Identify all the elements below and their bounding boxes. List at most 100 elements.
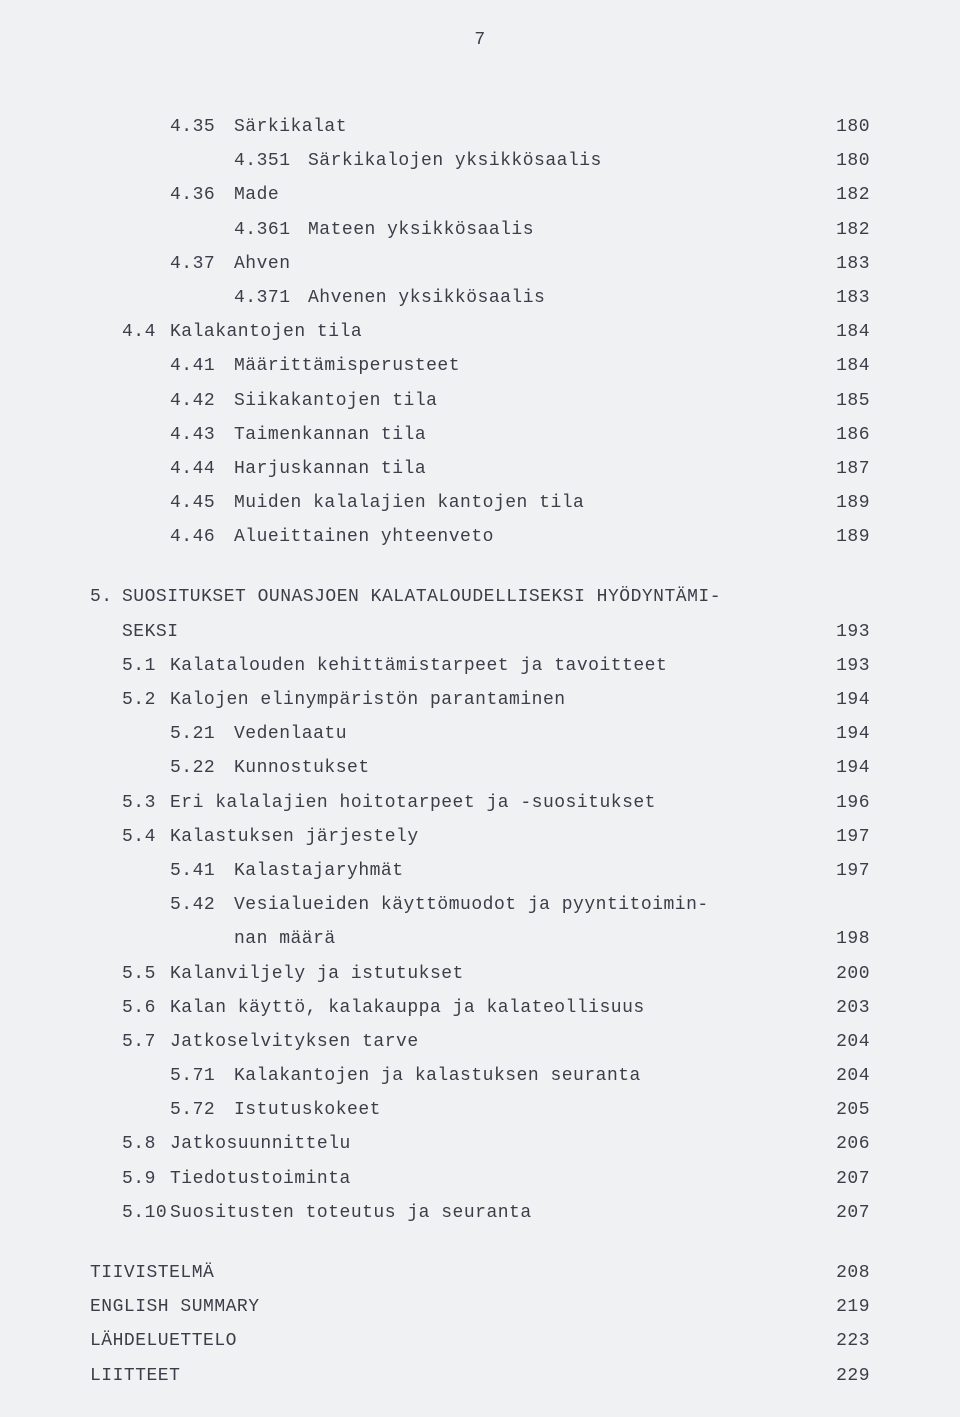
toc-page: 194 [820, 683, 870, 717]
toc-title: SEKSI [122, 615, 820, 649]
toc-row: 5.SUOSITUKSET OUNASJOEN KALATALOUDELLISE… [90, 580, 870, 614]
toc-section-num: 5.3 [122, 786, 170, 820]
toc-title: Taimenkannan tila [234, 418, 820, 452]
toc-title: SUOSITUKSET OUNASJOEN KALATALOUDELLISEKS… [122, 580, 820, 614]
toc-row: 5.21Vedenlaatu194 [90, 717, 870, 751]
toc-page: 229 [820, 1359, 870, 1393]
toc-page: 183 [820, 281, 870, 315]
toc-page: 203 [820, 991, 870, 1025]
toc-row: 5.10Suositusten toteutus ja seuranta207 [90, 1196, 870, 1230]
toc-row: 4.43Taimenkannan tila186 [90, 418, 870, 452]
toc-row: 4.46Alueittainen yhteenveto189 [90, 520, 870, 554]
toc-title: nan määrä [234, 922, 820, 956]
toc-title: Muiden kalalajien kantojen tila [234, 486, 820, 520]
toc-subsubsection-num: 4.371 [234, 281, 308, 315]
toc-page: 184 [820, 349, 870, 383]
table-of-contents: 4.35Särkikalat1804.351Särkikalojen yksik… [90, 110, 870, 1393]
toc-row: 4.4Kalakantojen tila184 [90, 315, 870, 349]
toc-row: 4.361Mateen yksikkösaalis182 [90, 213, 870, 247]
toc-title: Särkikalat [234, 110, 820, 144]
toc-row: 4.36Made182 [90, 178, 870, 212]
toc-page: 196 [820, 786, 870, 820]
toc-page: 183 [820, 247, 870, 281]
toc-subsection-num: 4.42 [170, 384, 234, 418]
toc-section-num: 5.6 [122, 991, 170, 1025]
toc-title: ENGLISH SUMMARY [90, 1290, 820, 1324]
toc-section-num: 5.7 [122, 1025, 170, 1059]
toc-page: 204 [820, 1025, 870, 1059]
toc-page: 194 [820, 751, 870, 785]
toc-page: 205 [820, 1093, 870, 1127]
toc-page: 207 [820, 1162, 870, 1196]
toc-page: 180 [820, 144, 870, 178]
toc-title: Kalatalouden kehittämistarpeet ja tavoit… [170, 649, 820, 683]
toc-title: Mateen yksikkösaalis [308, 213, 820, 247]
toc-page: 189 [820, 520, 870, 554]
toc-row: SEKSI193 [90, 615, 870, 649]
toc-title: Särkikalojen yksikkösaalis [308, 144, 820, 178]
toc-subsection-num: 4.41 [170, 349, 234, 383]
toc-row: 4.41Määrittämisperusteet184 [90, 349, 870, 383]
toc-section-num: 5.5 [122, 957, 170, 991]
toc-page: 206 [820, 1127, 870, 1161]
toc-title: Suositusten toteutus ja seuranta [170, 1196, 820, 1230]
toc-row: 4.45Muiden kalalajien kantojen tila189 [90, 486, 870, 520]
toc-title: Ahven [234, 247, 820, 281]
toc-page: 187 [820, 452, 870, 486]
toc-title: Kalojen elinympäristön parantaminen [170, 683, 820, 717]
toc-subsection-num: 4.37 [170, 247, 234, 281]
toc-row: 4.42Siikakantojen tila185 [90, 384, 870, 418]
toc-row: 4.371Ahvenen yksikkösaalis183 [90, 281, 870, 315]
toc-title: TIIVISTELMÄ [90, 1256, 820, 1290]
toc-chapter-num: 5. [90, 580, 122, 614]
toc-subsection-num: 4.35 [170, 110, 234, 144]
toc-title: LIITTEET [90, 1359, 820, 1393]
toc-title: Alueittainen yhteenveto [234, 520, 820, 554]
toc-page: 185 [820, 384, 870, 418]
toc-subsection-num: 4.43 [170, 418, 234, 452]
toc-title: Kalakantojen ja kalastuksen seuranta [234, 1059, 820, 1093]
toc-title: Vesialueiden käyttömuodot ja pyyntitoimi… [234, 888, 820, 922]
toc-title: Istutuskokeet [234, 1093, 820, 1127]
toc-title: Kalastajaryhmät [234, 854, 820, 888]
toc-page: 198 [820, 922, 870, 956]
toc-page: 204 [820, 1059, 870, 1093]
toc-title: Eri kalalajien hoitotarpeet ja -suosituk… [170, 786, 820, 820]
toc-title: LÄHDELUETTELO [90, 1324, 820, 1358]
toc-title: Määrittämisperusteet [234, 349, 820, 383]
toc-row: 5.2Kalojen elinympäristön parantaminen19… [90, 683, 870, 717]
toc-subsection-num: 4.46 [170, 520, 234, 554]
toc-title: Kalanviljely ja istutukset [170, 957, 820, 991]
toc-title: Kunnostukset [234, 751, 820, 785]
toc-subsubsection-num: 4.361 [234, 213, 308, 247]
page-number: 7 [90, 30, 870, 50]
toc-section-num: 5.1 [122, 649, 170, 683]
toc-subsection-num: 5.71 [170, 1059, 234, 1093]
toc-title: Kalakantojen tila [170, 315, 820, 349]
toc-section-num: 5.9 [122, 1162, 170, 1196]
toc-section-num: 5.4 [122, 820, 170, 854]
toc-page: 200 [820, 957, 870, 991]
toc-page: 223 [820, 1324, 870, 1358]
toc-row: 5.5Kalanviljely ja istutukset200 [90, 957, 870, 991]
toc-row: 4.35Särkikalat180 [90, 110, 870, 144]
toc-page: 184 [820, 315, 870, 349]
toc-page: 189 [820, 486, 870, 520]
toc-row: 5.1Kalatalouden kehittämistarpeet ja tav… [90, 649, 870, 683]
toc-title: Kalastuksen järjestely [170, 820, 820, 854]
toc-section-num: 5.8 [122, 1127, 170, 1161]
toc-title: Made [234, 178, 820, 212]
toc-title: Siikakantojen tila [234, 384, 820, 418]
toc-row: 5.41Kalastajaryhmät197 [90, 854, 870, 888]
toc-row: 5.3Eri kalalajien hoitotarpeet ja -suosi… [90, 786, 870, 820]
toc-row: 5.42Vesialueiden käyttömuodot ja pyyntit… [90, 888, 870, 922]
toc-page: 208 [820, 1256, 870, 1290]
toc-section-num: 4.4 [122, 315, 170, 349]
toc-page: 193 [820, 615, 870, 649]
toc-subsubsection-num: 4.351 [234, 144, 308, 178]
toc-row: TIIVISTELMÄ208 [90, 1256, 870, 1290]
toc-subsection-num: 4.45 [170, 486, 234, 520]
toc-title: Jatkoselvityksen tarve [170, 1025, 820, 1059]
toc-subsection-num: 5.22 [170, 751, 234, 785]
toc-title: Ahvenen yksikkösaalis [308, 281, 820, 315]
